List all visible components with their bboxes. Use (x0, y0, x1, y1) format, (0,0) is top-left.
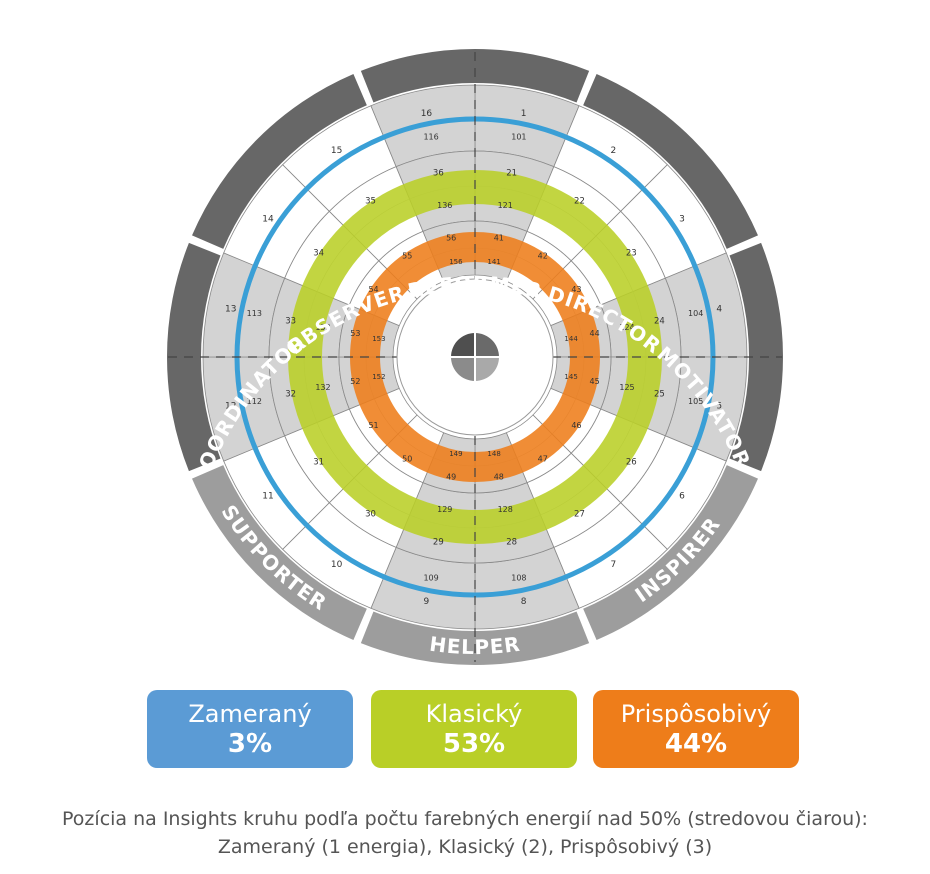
cell-number: 33 (285, 316, 296, 326)
cell-number: 144 (564, 335, 578, 343)
cell-number: 27 (574, 509, 585, 519)
legend-adaptive: Prispôsobivý 44% (593, 690, 799, 768)
cell-number: 13 (225, 304, 236, 314)
cell-number: 47 (538, 454, 548, 463)
cell-number: 105 (688, 397, 703, 406)
cell-number: 49 (446, 473, 456, 482)
cell-number: 132 (315, 383, 330, 392)
cell-number: 109 (423, 574, 438, 583)
legend-adaptive-pct: 44% (664, 729, 728, 759)
segment-supporter (192, 465, 367, 640)
cell-number: 9 (424, 597, 430, 607)
cell-number: 44 (590, 329, 600, 338)
cell-number: 42 (538, 252, 548, 261)
cell-number: 25 (654, 390, 665, 400)
cell-number: 26 (626, 457, 637, 467)
cell-number: 28 (506, 537, 517, 547)
cell-number: 15 (331, 146, 342, 156)
cell-number: 30 (365, 509, 376, 519)
cell-number: 101 (511, 132, 526, 141)
cell-number: 116 (423, 132, 438, 141)
center-quadrant (451, 357, 475, 381)
segment-inspirer (583, 465, 758, 640)
cell-number: 113 (247, 309, 262, 318)
cell-number: 22 (574, 197, 585, 207)
center-quadrant (451, 333, 475, 357)
legend-adaptive-name: Prispôsobivý (620, 700, 772, 728)
cell-number: 48 (494, 473, 504, 482)
legend-focused: Zameraný 3% (147, 690, 353, 768)
cell-number: 141 (487, 258, 500, 266)
cell-number: 5 (716, 402, 722, 412)
cell-number: 55 (402, 252, 412, 261)
cell-number: 12 (225, 402, 236, 412)
segment-label-helper: HELPER (428, 632, 522, 659)
cell-number: 43 (571, 285, 581, 294)
cell-number: 11 (262, 491, 273, 501)
legend-classic-name: Klasický (425, 700, 523, 728)
cell-number: 51 (368, 421, 378, 430)
cell-number: 156 (449, 258, 463, 266)
cell-number: 129 (437, 505, 452, 514)
cell-number: 4 (716, 304, 722, 314)
cell-number: 35 (365, 197, 376, 207)
cell-number: 152 (372, 373, 385, 381)
segment-director (583, 74, 758, 249)
cell-number: 24 (654, 316, 665, 326)
cell-number: 7 (610, 560, 616, 570)
center-quadrant (475, 357, 499, 381)
cell-number: 23 (626, 249, 637, 259)
cell-number: 56 (446, 233, 456, 242)
legend-focused-name: Zameraný (188, 700, 312, 728)
caption-line-2: Zameraný (1 energia), Klasický (2), Pris… (217, 836, 713, 858)
cell-number: 16 (421, 109, 433, 119)
legend-classic: Klasický 53% (371, 690, 577, 768)
cell-number: 54 (368, 285, 378, 294)
cell-number: 104 (688, 309, 703, 318)
cell-number: 32 (285, 390, 296, 400)
cell-number: 2 (610, 146, 616, 156)
cell-number: 3 (679, 215, 685, 225)
cell-number: 10 (331, 560, 343, 570)
cell-number: 112 (247, 397, 262, 406)
cell-number: 108 (511, 574, 526, 583)
cell-number: 36 (433, 169, 444, 179)
cell-number: 31 (313, 457, 324, 467)
cell-number: 50 (402, 454, 412, 463)
cell-number: 125 (619, 383, 634, 392)
cell-number: 41 (494, 233, 504, 242)
cell-number: 1 (521, 109, 527, 119)
cell-number: 52 (350, 377, 360, 386)
cell-number: 124 (619, 323, 634, 332)
legend-focused-pct: 3% (227, 729, 273, 759)
segment-helper (360, 611, 590, 665)
cell-number: 8 (521, 597, 527, 607)
cell-number: 149 (449, 450, 462, 458)
cell-number: 153 (372, 335, 385, 343)
cell-number: 136 (437, 201, 452, 210)
cell-number: 133 (315, 323, 330, 332)
segment-motivator (729, 242, 783, 472)
center-quadrant (475, 333, 499, 357)
cell-number: 145 (564, 373, 577, 381)
cell-number: 128 (498, 505, 513, 514)
cell-number: 53 (350, 329, 360, 338)
cell-number: 148 (487, 450, 500, 458)
legend-classic-pct: 53% (442, 729, 506, 759)
cell-number: 121 (498, 201, 513, 210)
insights-wheel: 1234567891011121314151610110410510810911… (166, 49, 783, 665)
cell-number: 21 (506, 169, 517, 179)
cell-number: 6 (679, 491, 685, 501)
segment-observer (192, 74, 367, 249)
cell-number: 14 (262, 215, 274, 225)
cell-number: 29 (433, 537, 444, 547)
cell-number: 46 (571, 421, 581, 430)
cell-number: 34 (313, 249, 324, 259)
caption-line-1: Pozícia na Insights kruhu podľa počtu fa… (62, 808, 868, 830)
cell-number: 45 (590, 377, 600, 386)
segment-coordinator (166, 242, 221, 472)
